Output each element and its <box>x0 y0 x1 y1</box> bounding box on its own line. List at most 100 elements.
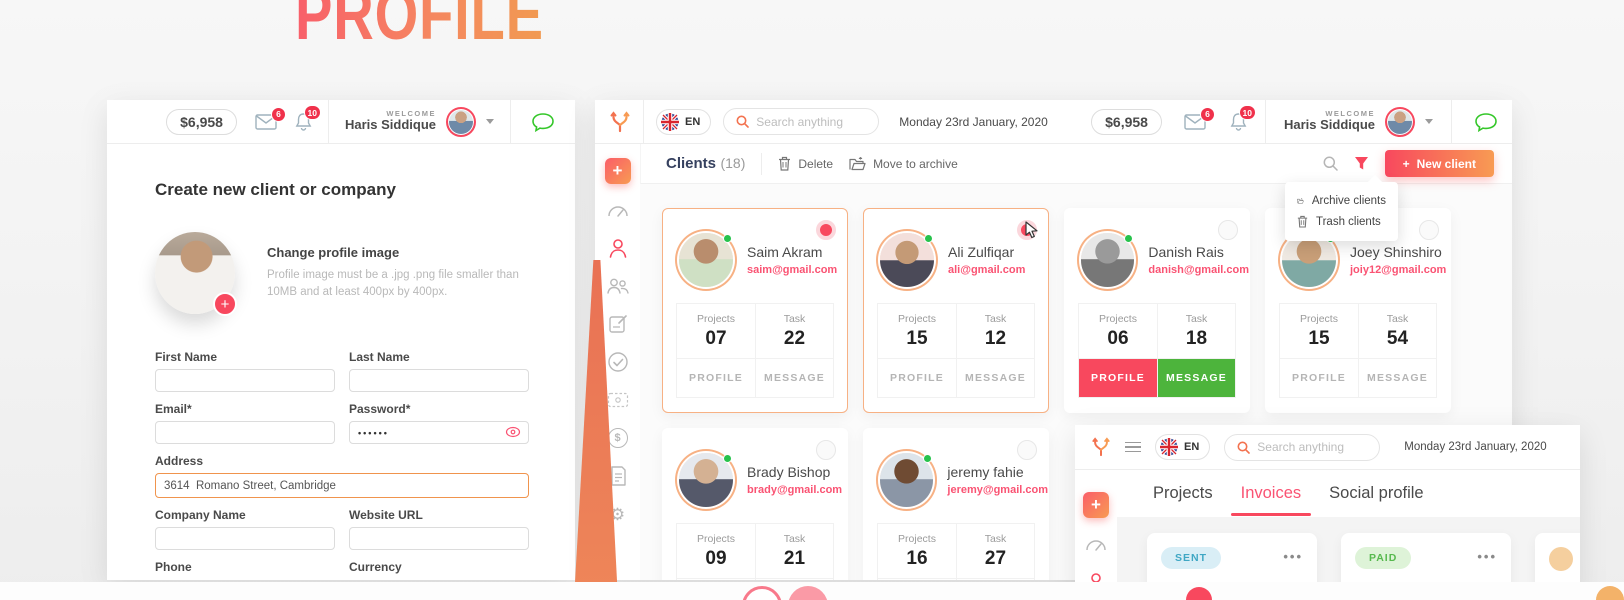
user-avatar <box>446 106 476 137</box>
sidebar-item-notes[interactable] <box>606 312 630 336</box>
divider <box>1264 100 1266 143</box>
archive-label: Move to archive <box>873 156 958 171</box>
online-dot <box>923 454 933 463</box>
search-input[interactable] <box>1257 440 1368 454</box>
chat-icon[interactable] <box>531 112 555 132</box>
mail-button[interactable]: 6 <box>1184 106 1215 130</box>
client-name: Danish Rais <box>1148 244 1224 260</box>
client-select-radio[interactable] <box>1218 220 1238 240</box>
client-select-radio[interactable] <box>1419 220 1439 240</box>
search-input[interactable] <box>756 114 867 129</box>
gear-icon: ⚙ <box>609 504 626 524</box>
client-email: brady@gmail.com <box>747 484 843 496</box>
mail-button[interactable]: 6 <box>255 106 286 130</box>
client-card[interactable]: Ali Zulfiqar ali@gmail.com Projects 15 Ta… <box>863 208 1049 413</box>
sidebar-item-invoices[interactable] <box>606 464 630 488</box>
sidebar-item-finance[interactable]: $ <box>606 426 630 450</box>
user-menu[interactable]: WELCOME Haris Siddique <box>329 100 510 143</box>
client-card[interactable]: Brady Bishop brady@gmail.com Projects 09 … <box>662 428 848 580</box>
delete-label: Delete <box>798 156 834 171</box>
sidebar-item-dashboard[interactable] <box>1084 532 1108 556</box>
show-password-icon[interactable] <box>505 426 521 438</box>
balance-pill[interactable]: $6,958 <box>166 108 237 135</box>
partial-pink-circle <box>1186 587 1212 600</box>
message-button[interactable]: MESSAGE <box>1157 359 1235 397</box>
client-card[interactable]: Danish Rais danish@gmail.com Projects 06 … <box>1064 208 1250 413</box>
client-card[interactable]: jeremy fahie jeremy@gmail.com Projects 16… <box>863 428 1049 580</box>
client-select-radio[interactable] <box>1017 440 1037 460</box>
sidebar-add-button[interactable]: + <box>1083 492 1109 518</box>
first-name-field[interactable] <box>155 369 335 392</box>
notifications-button[interactable]: 10 <box>1230 105 1256 131</box>
password-field[interactable] <box>349 421 529 444</box>
poster-title: PROFILE <box>295 0 544 56</box>
add-photo-button[interactable]: + <box>213 292 237 316</box>
profile-button[interactable]: PROFILE <box>677 359 755 397</box>
dashboard-icon <box>1086 540 1106 551</box>
last-name-field[interactable] <box>349 369 529 392</box>
delete-button[interactable]: Delete <box>778 156 833 171</box>
task-stat: Task 27 <box>956 524 1034 578</box>
app-logo-icon[interactable] <box>609 110 631 134</box>
sidebar-item-vouchers[interactable] <box>606 388 630 412</box>
chevron-down-icon <box>486 119 494 124</box>
notifications-button[interactable]: 10 <box>295 105 321 131</box>
partial-orange-circle <box>1596 586 1624 600</box>
last-name-label: Last Name <box>349 350 410 364</box>
filter-icon[interactable] <box>1354 156 1369 171</box>
archive-clients-option[interactable]: Archive clients <box>1297 191 1386 211</box>
email-field[interactable] <box>155 421 335 444</box>
language-selector[interactable]: EN <box>656 108 712 135</box>
trash-clients-option[interactable]: Trash clients <box>1297 211 1386 232</box>
company-name-field[interactable] <box>155 527 335 550</box>
message-button[interactable]: MESSAGE <box>755 579 833 580</box>
archive-folder-icon <box>1297 198 1304 204</box>
new-client-button[interactable]: + New client <box>1384 150 1494 177</box>
sidebar-item-clients[interactable] <box>606 236 630 260</box>
tab-invoices[interactable]: Invoices <box>1230 484 1311 516</box>
sidebar-item-settings[interactable]: ⚙ <box>606 502 630 526</box>
address-field[interactable] <box>155 473 529 498</box>
message-button[interactable]: MESSAGE <box>755 359 833 397</box>
people-group-icon <box>606 278 629 294</box>
language-selector[interactable]: EN <box>1155 434 1211 460</box>
website-url-field[interactable] <box>349 527 529 550</box>
sidebar-item-teams[interactable] <box>606 274 630 298</box>
tab-projects[interactable]: Projects <box>1153 484 1213 502</box>
client-select-radio[interactable] <box>816 440 836 460</box>
more-options-icon[interactable]: ••• <box>1477 549 1497 564</box>
filter-dropdown: Archive clients Trash clients <box>1285 182 1398 241</box>
client-avatar <box>1282 233 1336 287</box>
profile-button[interactable]: PROFILE <box>1079 359 1157 397</box>
chat-icon[interactable] <box>1474 112 1498 132</box>
menu-icon[interactable] <box>1125 441 1141 453</box>
task-stat: Task 21 <box>755 524 833 578</box>
search-icon[interactable] <box>1323 156 1338 171</box>
sidebar-add-button[interactable]: + <box>604 158 631 184</box>
message-button[interactable]: MESSAGE <box>956 359 1034 397</box>
user-menu[interactable]: WELCOME Haris Siddique <box>1278 106 1439 137</box>
profile-button[interactable]: PROFILE <box>878 359 956 397</box>
profile-button[interactable]: PROFILE <box>1280 359 1358 397</box>
profile-button[interactable]: PROFILE <box>677 579 755 580</box>
archive-folder-icon <box>849 156 866 170</box>
app-logo-icon[interactable] <box>1091 436 1111 458</box>
message-button[interactable]: MESSAGE <box>1358 359 1436 397</box>
client-avatar <box>1081 233 1135 287</box>
dashboard-icon <box>607 206 628 217</box>
search-bar[interactable] <box>1224 433 1381 461</box>
client-name: Saim Akram <box>747 244 823 260</box>
more-options-icon[interactable]: ••• <box>1283 549 1303 564</box>
change-profile-image-label[interactable]: Change profile image <box>267 245 400 261</box>
move-to-archive-button[interactable]: Move to archive <box>849 156 958 171</box>
profile-button[interactable]: PROFILE <box>878 579 956 580</box>
sidebar-item-dashboard[interactable] <box>606 198 630 222</box>
client-avatar <box>880 453 934 507</box>
sidebar-item-tasks[interactable] <box>606 350 630 374</box>
message-button[interactable]: MESSAGE <box>956 579 1034 580</box>
client-card[interactable]: Saim Akram saim@gmail.com Projects 07 Tas… <box>662 208 848 413</box>
client-select-radio[interactable] <box>816 220 836 240</box>
balance-pill[interactable]: $6,958 <box>1091 108 1162 135</box>
search-bar[interactable] <box>723 108 880 135</box>
tab-social-profile[interactable]: Social profile <box>1329 484 1424 502</box>
